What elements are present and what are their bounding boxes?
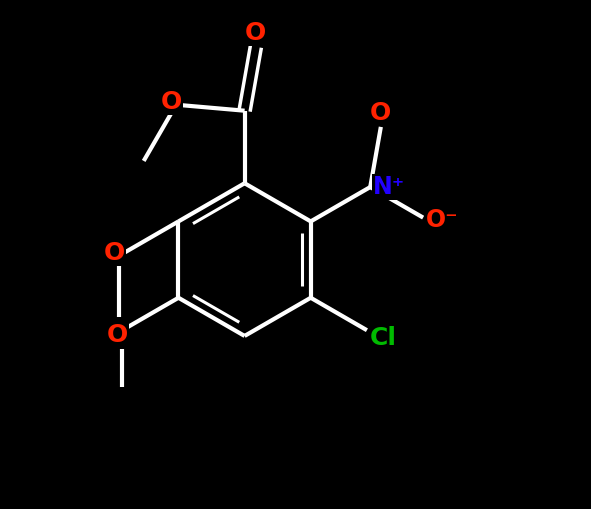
Text: N⁺: N⁺ <box>373 175 405 199</box>
Text: O: O <box>103 241 125 265</box>
Text: O: O <box>106 323 128 347</box>
Text: O: O <box>245 20 267 45</box>
Text: O⁻: O⁻ <box>426 208 458 232</box>
Text: Cl: Cl <box>369 326 397 350</box>
Text: O: O <box>370 101 391 125</box>
Text: O: O <box>160 90 181 114</box>
